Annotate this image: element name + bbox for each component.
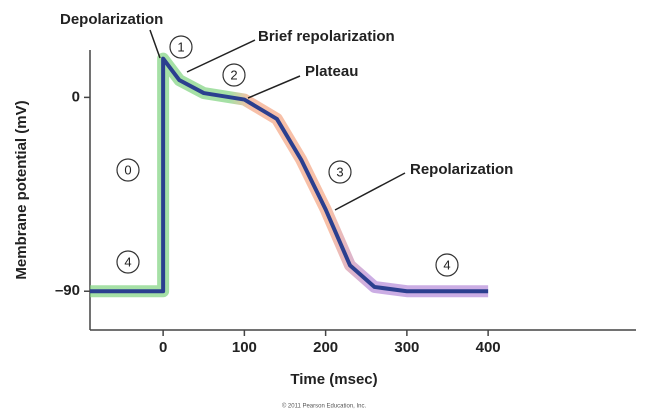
x-axis-title: Time (msec) xyxy=(290,371,377,388)
phase-label: 2 xyxy=(230,67,237,82)
phase-circle xyxy=(169,35,193,59)
phase-circle xyxy=(328,160,352,184)
credit: © 2011 Pearson Education, Inc. xyxy=(282,403,367,410)
phase-label: 3 xyxy=(336,164,343,179)
phase-label: 0 xyxy=(124,162,131,177)
leader-line xyxy=(247,75,301,99)
x-tick-label: 0 xyxy=(159,339,167,356)
annotation: Repolarization xyxy=(410,161,513,178)
leader-line xyxy=(186,39,256,73)
phase-circle xyxy=(435,253,459,277)
x-tick-label: 300 xyxy=(394,339,419,356)
annotation: Depolarization xyxy=(60,11,163,28)
phase-circle xyxy=(222,63,246,87)
y-axis-title: Membrane potential (mV) xyxy=(13,100,30,279)
phase-circle xyxy=(116,158,140,182)
line xyxy=(90,56,489,294)
phase-circle xyxy=(116,250,140,274)
annotation: Brief repolarization xyxy=(258,28,395,45)
x-tick-label: 400 xyxy=(476,339,501,356)
phase-label: 4 xyxy=(443,257,450,272)
y-tick-label: 0 xyxy=(72,88,80,105)
x-tick-label: 200 xyxy=(313,339,338,356)
annotation: Plateau xyxy=(305,63,358,80)
phase-label: 1 xyxy=(177,39,184,54)
y-tick-label: –90 xyxy=(55,282,80,299)
x-tick-label: 100 xyxy=(232,339,257,356)
leader-line xyxy=(149,29,161,59)
phase-label: 4 xyxy=(124,254,131,269)
leader-line xyxy=(334,172,406,211)
